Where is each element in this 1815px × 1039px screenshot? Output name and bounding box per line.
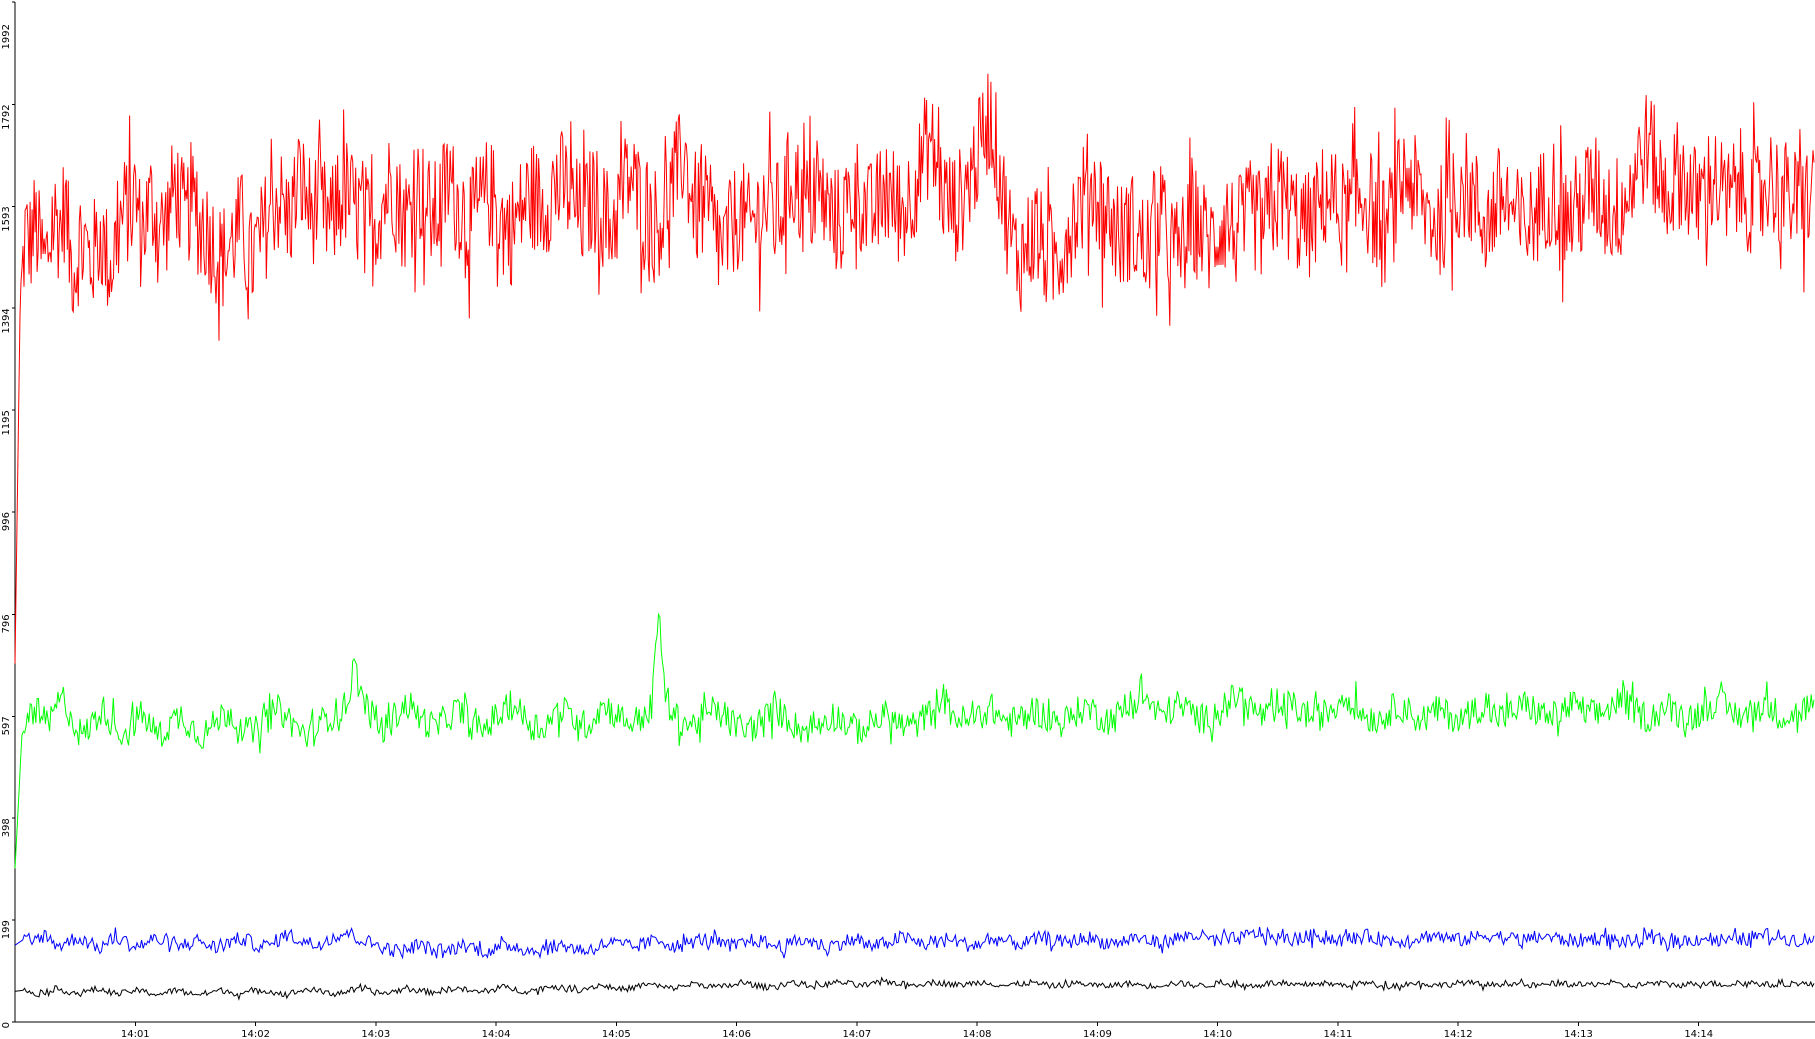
y-tick-label: 996	[1, 512, 12, 531]
x-tick-label: 14:06	[722, 1029, 751, 1039]
x-tick-label: 14:12	[1444, 1029, 1473, 1039]
x-tick-label: 14:10	[1203, 1029, 1232, 1039]
x-tick-label: 14:14	[1684, 1029, 1713, 1039]
series-line-1	[14, 73, 1815, 664]
y-tick-label: 1195	[1, 410, 12, 435]
y-tick-label: 796	[1, 614, 12, 633]
series-line-4	[14, 976, 1815, 1001]
series-group	[14, 73, 1815, 1001]
x-axis-ticks: 14:01 14:02 14:03 14:04 14:05 14:06 14:07 14:08…	[121, 1022, 1713, 1039]
series-line-2	[14, 612, 1815, 869]
y-axis-ticks: 0 199 398 597 796 996 1195 1394 1593 1792 1992	[1, 1, 15, 1028]
series-line-3	[14, 926, 1815, 960]
y-tick-label: 1792	[1, 104, 12, 129]
x-tick-label: 14:08	[963, 1029, 992, 1039]
y-tick-label: 0	[1, 1022, 12, 1028]
x-tick-label: 14:09	[1083, 1029, 1112, 1039]
axes	[14, 2, 1815, 1023]
y-tick-label: 199	[1, 920, 12, 939]
y-tick-label: 597	[1, 716, 12, 735]
x-tick-label: 14:05	[602, 1029, 631, 1039]
x-tick-label: 14:07	[842, 1029, 871, 1039]
x-tick-label: 14:01	[121, 1029, 150, 1039]
y-tick-label: 1992	[1, 24, 12, 49]
x-tick-label: 14:13	[1564, 1029, 1593, 1039]
x-tick-label: 14:11	[1324, 1029, 1353, 1039]
x-tick-label: 14:02	[241, 1029, 270, 1039]
y-tick-label: 1593	[1, 206, 12, 231]
y-tick-label: 1394	[1, 308, 12, 333]
y-tick-label: 398	[1, 818, 12, 837]
x-tick-label: 14:03	[361, 1029, 390, 1039]
x-tick-label: 14:04	[482, 1029, 511, 1039]
